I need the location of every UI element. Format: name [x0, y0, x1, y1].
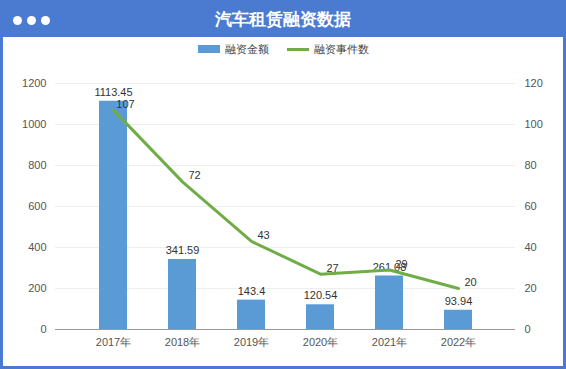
html-text:融资金额: 融资金额: [224, 42, 269, 55]
svg-text:93.94: 93.94: [445, 295, 473, 307]
svg-text:120: 120: [525, 77, 543, 89]
svg-text:2020年: 2020年: [303, 336, 338, 348]
svg-text:1200: 1200: [22, 77, 46, 89]
svg-text:107: 107: [116, 98, 134, 110]
svg-text:29: 29: [395, 258, 407, 270]
svg-text:120.54: 120.54: [304, 289, 338, 301]
svg-text:0: 0: [525, 323, 531, 335]
svg-text:20: 20: [464, 276, 476, 288]
svg-text:100: 100: [525, 118, 543, 130]
svg-text:2018年: 2018年: [165, 336, 200, 348]
svg-text:143.4: 143.4: [238, 285, 266, 297]
svg-text:341.59: 341.59: [166, 244, 200, 256]
svg-text:60: 60: [525, 200, 537, 212]
svg-text:27: 27: [326, 262, 338, 274]
svg-text:40: 40: [525, 241, 537, 253]
svg-text:200: 200: [28, 282, 46, 294]
html-text:融资事件数: 融资事件数: [313, 42, 369, 55]
svg-text:400: 400: [28, 241, 46, 253]
svg-text:2019年: 2019年: [234, 336, 269, 348]
svg-text:2021年: 2021年: [372, 336, 407, 348]
svg-text:800: 800: [28, 159, 46, 171]
svg-text:0: 0: [40, 323, 46, 335]
svg-text:80: 80: [525, 159, 537, 171]
svg-text:1113.45: 1113.45: [94, 86, 132, 98]
svg-text:72: 72: [188, 169, 200, 181]
svg-text:600: 600: [28, 200, 46, 212]
svg-text:1000: 1000: [22, 118, 46, 130]
html-text:汽车租赁融资数据: 汽车租赁融资数据: [215, 10, 351, 29]
svg-text:20: 20: [525, 282, 537, 294]
svg-text:2017年: 2017年: [96, 336, 131, 348]
svg-text:2022年: 2022年: [441, 336, 476, 348]
svg-text:43: 43: [257, 229, 269, 241]
